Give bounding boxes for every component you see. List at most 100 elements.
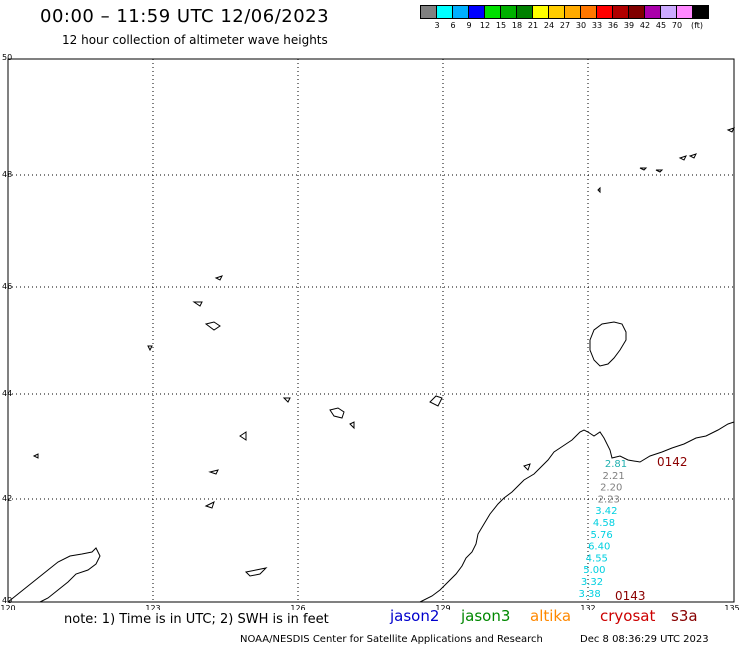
scale-swatch-4 bbox=[484, 5, 501, 19]
scale-swatch-3 bbox=[468, 5, 485, 19]
wave-height-label: 6.40 bbox=[588, 542, 610, 553]
scale-swatch-14 bbox=[644, 5, 661, 19]
footer-note: note: 1) Time is in UTC; 2) SWH is in fe… bbox=[64, 612, 329, 627]
wave-height-track: 2.812.212.202.233.424.585.766.404.555.00… bbox=[578, 459, 627, 600]
credit-text: NOAA/NESDIS Center for Satellite Applica… bbox=[240, 634, 543, 645]
mission-altika: altika bbox=[530, 607, 572, 625]
lat-label-46: 46 bbox=[2, 282, 12, 291]
scale-tick-label: 24 bbox=[543, 21, 555, 30]
wave-height-label: 3.38 bbox=[578, 589, 600, 600]
islet-6 bbox=[239, 431, 247, 441]
islet-19 bbox=[597, 186, 601, 194]
scale-swatch-7 bbox=[532, 5, 549, 19]
islet-7 bbox=[208, 469, 219, 475]
lon-label-135: 135 bbox=[724, 604, 739, 610]
scale-tick-label: 6 bbox=[450, 21, 456, 30]
scale-swatch-11 bbox=[596, 5, 613, 19]
scale-swatch-12 bbox=[612, 5, 629, 19]
islet-15 bbox=[655, 169, 664, 173]
islet-5 bbox=[214, 275, 223, 281]
islet-2 bbox=[429, 395, 443, 407]
scale-tick-label: 42 bbox=[639, 21, 651, 30]
lat-label-44: 44 bbox=[2, 389, 12, 398]
lat-label-48: 48 bbox=[2, 170, 12, 179]
scale-tick-label: 9 bbox=[466, 21, 472, 30]
scale-swatch-16 bbox=[676, 5, 693, 19]
scale-tick-label: 15 bbox=[495, 21, 507, 30]
wave-height-label: 5.76 bbox=[590, 530, 612, 541]
wave-height-label: 3.42 bbox=[595, 506, 617, 517]
islet-20 bbox=[523, 463, 531, 471]
wave-height-label: 4.55 bbox=[586, 553, 608, 564]
lon-label-126: 126 bbox=[290, 604, 305, 610]
scale-swatch-6 bbox=[516, 5, 533, 19]
wave-height-label: 2.81 bbox=[605, 459, 627, 470]
scale-swatch-1 bbox=[436, 5, 453, 19]
map-frame bbox=[7, 58, 735, 603]
scale-swatch-9 bbox=[564, 5, 581, 19]
wave-height-label: 2.20 bbox=[600, 483, 622, 494]
islet-8 bbox=[204, 501, 215, 509]
lon-label-123: 123 bbox=[145, 604, 160, 610]
pass-label-0143: 0143 bbox=[615, 589, 646, 603]
wave-height-label: 2.21 bbox=[602, 471, 624, 482]
lat-label-40: 40 bbox=[2, 596, 12, 605]
islet-11 bbox=[32, 453, 39, 459]
lon-label-120: 120 bbox=[0, 604, 15, 610]
islet-17 bbox=[688, 153, 697, 159]
scale-tick-label: (ft) bbox=[690, 21, 704, 30]
scale-swatch-10 bbox=[580, 5, 597, 19]
scale-swatch-15 bbox=[660, 5, 677, 19]
map-subtitle: 12 hour collection of altimeter wave hei… bbox=[62, 33, 328, 47]
scale-swatch-13 bbox=[628, 5, 645, 19]
wave-height-map: 50 48 46 44 42 40 120 123 126 129 132 13… bbox=[0, 53, 739, 610]
scale-tick-label: 18 bbox=[511, 21, 523, 30]
islet-4 bbox=[192, 301, 203, 307]
wave-height-label: 5.00 bbox=[583, 565, 605, 576]
scale-tick-label: 3 bbox=[434, 21, 440, 30]
scale-tick-label: 36 bbox=[607, 21, 619, 30]
lon-label-132: 132 bbox=[580, 604, 595, 610]
islet-13 bbox=[282, 397, 291, 403]
wave-height-label: 4.58 bbox=[593, 518, 615, 529]
scale-tick-label: 70 bbox=[671, 21, 683, 30]
scale-swatch-2 bbox=[452, 5, 469, 19]
islet-3 bbox=[204, 321, 221, 331]
map-title: 00:00 – 11:59 UTC 12/06/2023 bbox=[40, 6, 330, 27]
mission-jason2: jason2 bbox=[390, 607, 440, 625]
wave-height-label: 3.32 bbox=[581, 577, 603, 588]
graticule bbox=[8, 59, 734, 602]
lat-label-50: 50 bbox=[2, 53, 12, 62]
generated-timestamp: Dec 8 08:36:29 UTC 2023 bbox=[580, 634, 709, 645]
scale-tick-label: 27 bbox=[559, 21, 571, 30]
pass-label-0142: 0142 bbox=[657, 455, 688, 469]
islet-10 bbox=[349, 421, 355, 430]
islet-12 bbox=[147, 345, 153, 352]
islet-14 bbox=[639, 167, 648, 171]
coastlines bbox=[7, 127, 735, 603]
scale-swatch-5 bbox=[500, 5, 517, 19]
islet-9 bbox=[244, 567, 268, 577]
islet-16 bbox=[678, 155, 687, 161]
lat-label-42: 42 bbox=[2, 494, 12, 503]
islet-18 bbox=[726, 127, 735, 133]
scale-swatch-0 bbox=[420, 5, 437, 19]
lon-label-129: 129 bbox=[435, 604, 450, 610]
coastline-mainland bbox=[419, 421, 735, 603]
scale-tick-label: 21 bbox=[527, 21, 539, 30]
mission-s3a: s3a bbox=[671, 607, 698, 625]
color-scale-ticks: 3 6 9 12 15 18 21 24 27 30 33 36 39 42 45 70 (ft) bbox=[421, 21, 740, 33]
coastline-southwest-land bbox=[7, 547, 101, 603]
scale-tick-label: 30 bbox=[575, 21, 587, 30]
scale-tick-label: 39 bbox=[623, 21, 635, 30]
color-scale-legend bbox=[420, 5, 709, 19]
scale-swatch-8 bbox=[548, 5, 565, 19]
scale-tick-label: 45 bbox=[655, 21, 667, 30]
islet-1 bbox=[329, 407, 345, 419]
scale-swatch-17 bbox=[692, 5, 709, 19]
wave-height-label: 2.23 bbox=[598, 494, 620, 505]
scale-tick-label: 33 bbox=[591, 21, 603, 30]
island-north-east bbox=[589, 321, 627, 367]
mission-jason3: jason3 bbox=[461, 607, 511, 625]
mission-cryosat: cryosat bbox=[600, 607, 656, 625]
